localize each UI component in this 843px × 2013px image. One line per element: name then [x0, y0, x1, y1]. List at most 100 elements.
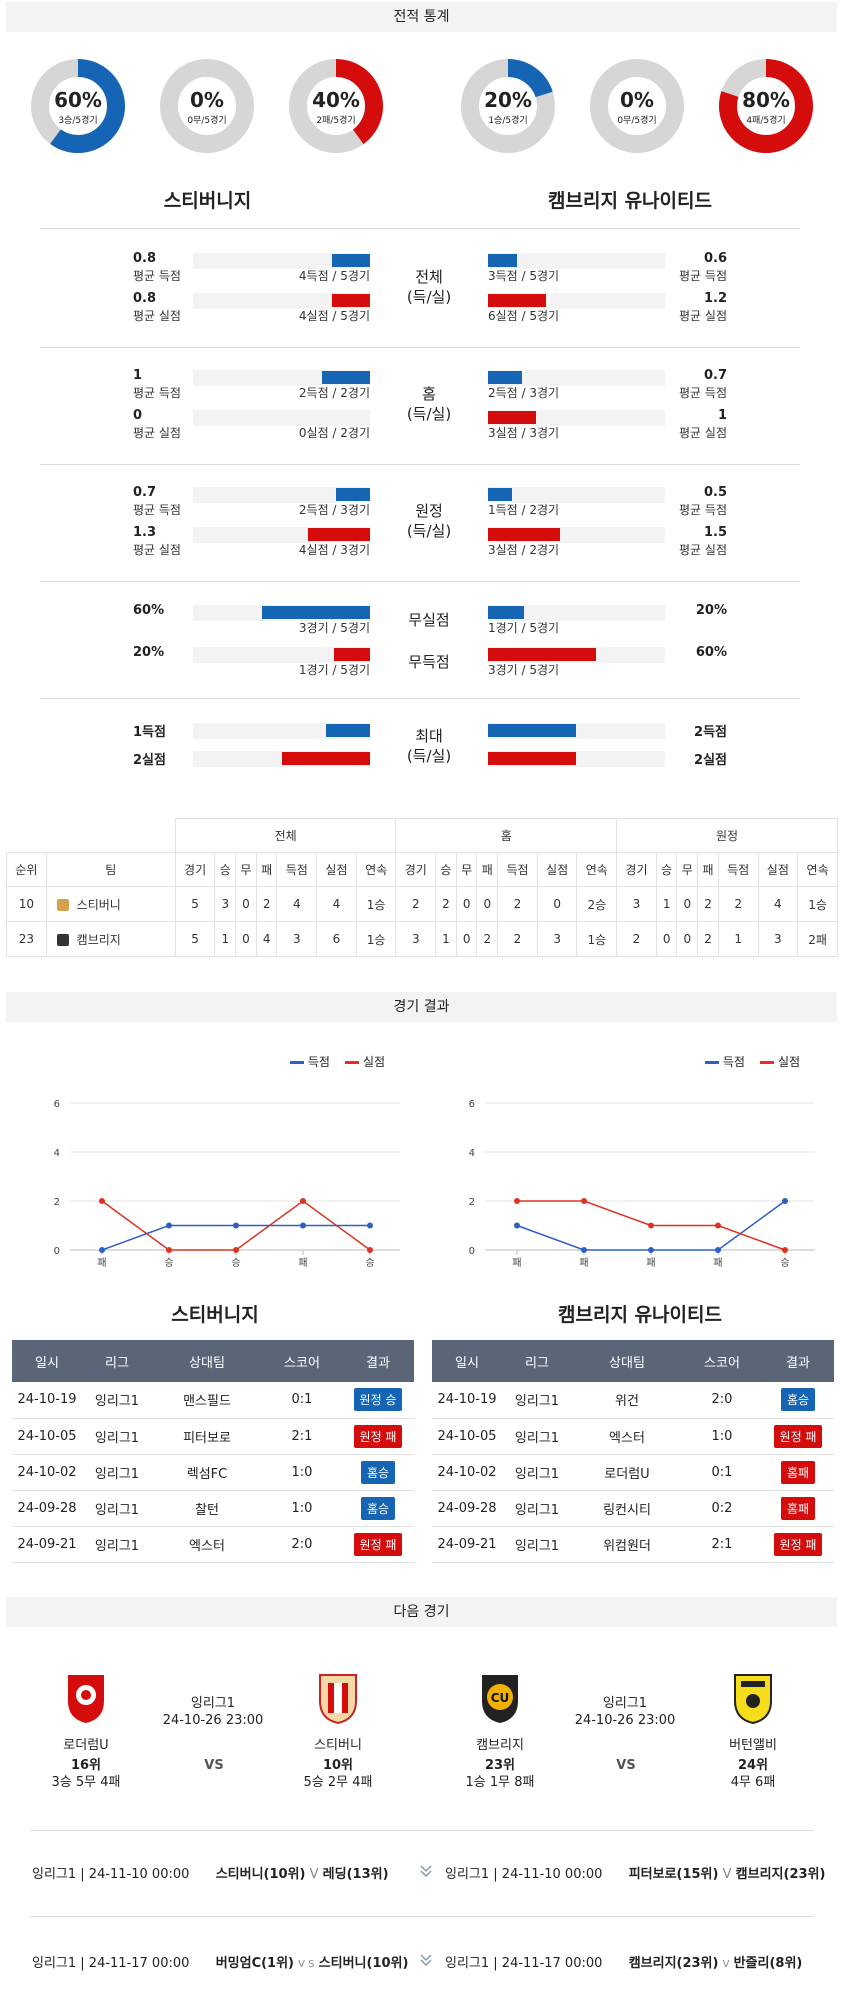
expand-chevron-icon[interactable] [420, 1953, 432, 1971]
stat-cell: 2패 [797, 921, 838, 957]
results-table-away: 일시 리그 상대팀 스코어 결과 24-10-19 잉리그1 위건 2:0 홈승 24-10-05 잉… [432, 1340, 834, 1563]
result-badge: 홈승 [360, 1496, 396, 1520]
result-opp: 피터보로 [152, 1418, 262, 1455]
expand-chevron-icon[interactable] [420, 1864, 432, 1882]
concede-point [99, 1198, 105, 1204]
results-home-team: 스티버니지 [171, 1304, 259, 1326]
divider [40, 228, 800, 229]
stat-caption: 4득점 / 5경기 [298, 269, 370, 283]
score-point [367, 1222, 373, 1229]
stat-cell: 1 [655, 886, 678, 922]
results-away-team: 캠브리지 유나이티드 [558, 1304, 722, 1326]
next-right-team-b: 버턴앨비 [729, 1738, 777, 1753]
legend-score-swatch [290, 1061, 304, 1064]
stat-caption: 1경기 / 5경기 [298, 663, 370, 677]
stat-track [488, 605, 665, 621]
stat-label: 평균 득점 [679, 386, 727, 400]
result-cell: 원정 패 [342, 1526, 414, 1563]
next-left-datetime: 24-10-26 23:00 [162, 1713, 264, 1728]
result-score: 2:1 [682, 1526, 762, 1563]
table-row: 24-09-28 잉리그1 링컨시티 0:2 홈패 [432, 1490, 834, 1527]
team-cell: 캠브리지 [45, 921, 176, 957]
stat-caption: 6실점 / 5경기 [488, 309, 560, 323]
stat-bar [488, 724, 576, 737]
result-league: 잉리그1 [82, 1490, 152, 1527]
next-left-rank-b: 10위 [322, 1758, 354, 1773]
stat-cell: 2 [435, 886, 457, 922]
stat-value: 2실점 [133, 753, 166, 768]
results-header-cell: 리그 [82, 1340, 152, 1382]
stat-bar [488, 411, 536, 424]
score-point [233, 1222, 239, 1229]
stat-cell: 3 [214, 886, 237, 922]
fixture-home: 버밍엄C(1위) [215, 1956, 294, 1971]
stat-track [488, 253, 665, 269]
stat-track [193, 293, 370, 309]
col-5: 패 [697, 852, 719, 887]
stat-category-sub: (득/실) [406, 288, 452, 306]
stat-value: 0.8 [133, 251, 157, 266]
fixture-right-1[interactable]: 잉리그1 | 24-11-10 00:00 피터보로(15위) V 캠브리지(2… [445, 1863, 825, 1882]
stat-track [193, 487, 370, 503]
stat-label: 평균 득점 [133, 503, 181, 517]
donut-pct: 20% [484, 88, 532, 112]
table-row: 24-10-02 잉리그1 렉섬FC 1:0 홈승 [12, 1454, 414, 1491]
score-point [166, 1222, 172, 1229]
donut-pct: 60% [54, 88, 102, 112]
stat-caption: 3득점 / 5경기 [488, 269, 560, 283]
next-left-team-a: 로더럼U [63, 1738, 109, 1753]
concede-point [648, 1222, 654, 1229]
away-team-name: 캠브리지 유나이티드 [548, 190, 712, 212]
result-badge: 원정 승 [353, 1388, 403, 1412]
team-name[interactable]: 캠브리지 [76, 932, 121, 947]
stat-cell: 2 [616, 921, 657, 957]
donut-pct: 80% [742, 88, 790, 112]
result-score: 0:1 [682, 1454, 762, 1491]
stat-value: 1득점 [133, 725, 166, 740]
stat-value: 1 [133, 368, 143, 383]
stat-caption: 1경기 / 5경기 [488, 621, 560, 635]
result-date: 24-09-28 [432, 1490, 502, 1527]
team-crest-icon [56, 899, 69, 911]
stat-value: 1.3 [133, 525, 157, 540]
fixture-left-2[interactable]: 잉리그1 | 24-11-17 00:00 버밍엄C(1위) V S 스티버니(… [32, 1952, 408, 1971]
concede-point [782, 1247, 788, 1253]
stat-cell: 3 [276, 921, 318, 957]
divider [30, 1830, 814, 1831]
stat-cell: 2 [497, 921, 538, 957]
stat-track [193, 647, 370, 663]
fixture-left-1[interactable]: 잉리그1 | 24-11-10 00:00 스티버니(10위) V 레딩(13위… [32, 1863, 389, 1882]
stat-label: 평균 득점 [679, 503, 727, 517]
col-3: 승 [435, 852, 457, 887]
stat-cell: 0 [536, 886, 578, 922]
score-point [300, 1222, 306, 1229]
col-8: 연속 [355, 852, 397, 887]
y-tick-label: 6 [469, 1099, 475, 1110]
stat-bar [334, 648, 370, 661]
svg-text:CU: CU [491, 1691, 510, 1705]
group-away: 원정 [616, 818, 838, 853]
stat-cell: 2 [497, 886, 538, 922]
stat-cell: 1승 [355, 886, 397, 922]
stevenage-logo-icon [316, 1671, 360, 1725]
fixture-vs: V S [298, 1959, 315, 1970]
fixture-away: 캠브리지(23위) [735, 1867, 826, 1882]
stat-bar [488, 606, 524, 619]
y-tick-label: 6 [54, 1099, 60, 1110]
stat-label: 평균 실점 [679, 543, 727, 557]
stat-label: 평균 득점 [133, 269, 181, 283]
donut-home-loss: 40% 2패/5경기 [288, 58, 384, 154]
col-3: 승 [655, 852, 678, 887]
donut-away-win: 20% 1승/5경기 [460, 58, 556, 154]
team-name[interactable]: 스티버니 [76, 897, 121, 912]
fixture-meta: 잉리그1 | 24-11-10 00:00 [445, 1867, 603, 1882]
next-left-record-b: 5승 2무 4패 [303, 1775, 373, 1790]
donut-sub: 3승/5경기 [58, 116, 98, 126]
stat-caption: 4실점 / 3경기 [298, 543, 370, 557]
stat-bar [282, 752, 370, 765]
fixture-right-2[interactable]: 잉리그1 | 24-11-17 00:00 캠브리지(23위) V 반즐리(8위… [445, 1952, 802, 1971]
result-badge: 홈승 [360, 1460, 396, 1484]
stat-caption: 3실점 / 3경기 [488, 426, 560, 440]
col-7: 실점 [536, 852, 578, 887]
result-date: 24-10-02 [432, 1454, 502, 1491]
